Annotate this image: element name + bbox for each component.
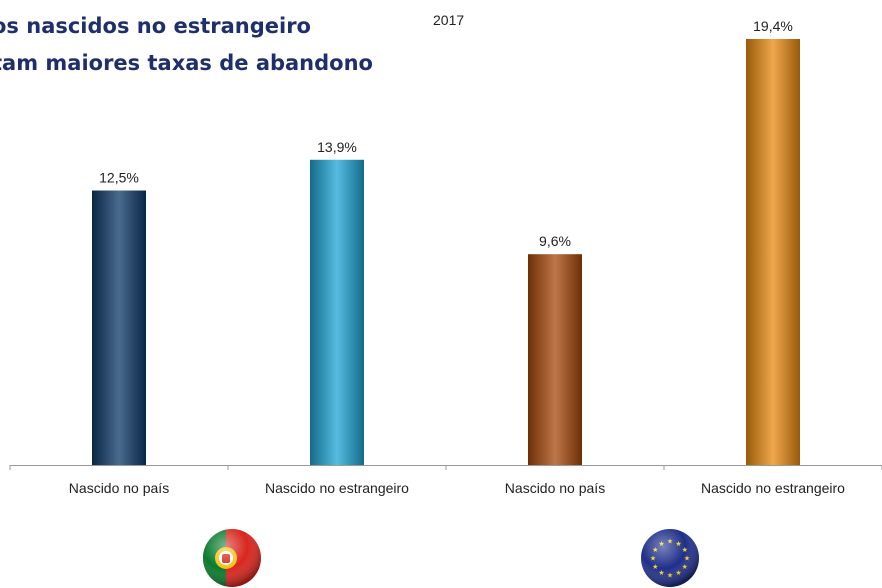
category-label-1: Nascido no país — [69, 480, 169, 496]
bar-chart: 12,5% Nascido no país 13,9% Nascido no estr… — [9, 18, 882, 496]
bar-2 — [310, 159, 364, 465]
eu-flag-icon: ★★★★★★★★★★★★ — [641, 529, 699, 587]
data-label-1: 12,5% — [99, 170, 139, 186]
data-label-2: 13,9% — [317, 139, 357, 155]
chart-title-line-2: tam maiores taxas de abandono — [0, 51, 373, 75]
category-label-2: Nascido no estrangeiro — [265, 480, 409, 496]
bar-4 — [746, 39, 800, 465]
bar-3 — [528, 254, 582, 465]
chart-title: os nascidos no estrangeiro tam maiores t… — [0, 8, 373, 82]
year-label: 2017 — [433, 12, 465, 28]
category-label-4: Nascido no estrangeiro — [701, 480, 845, 496]
category-label-3: Nascido no país — [505, 480, 605, 496]
bar-1 — [92, 190, 146, 466]
data-label-4: 19,4% — [753, 18, 793, 34]
portugal-flag-icon — [203, 529, 261, 587]
chart-title-line-1: os nascidos no estrangeiro — [0, 14, 311, 38]
data-label-3: 9,6% — [539, 233, 571, 249]
